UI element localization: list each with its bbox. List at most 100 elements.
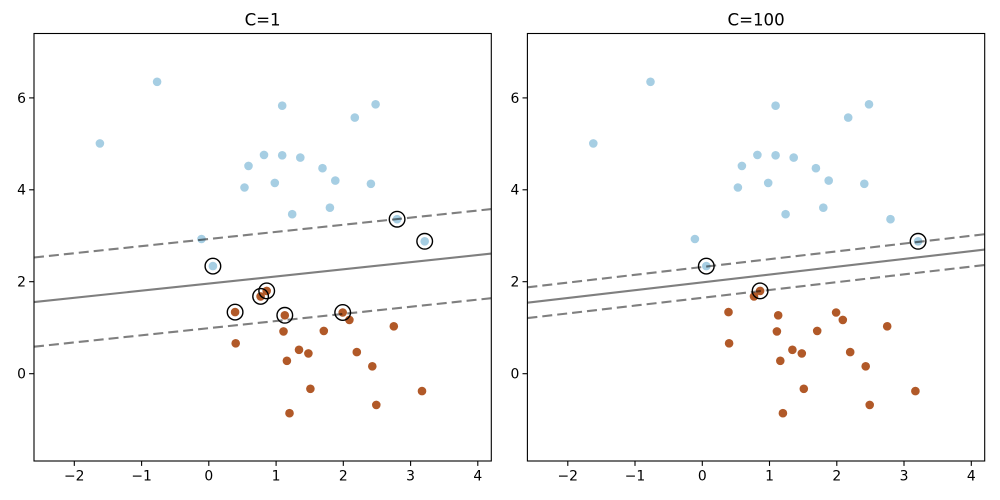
x-tick-label: 2	[832, 469, 841, 485]
data-point-class-0	[864, 100, 874, 109]
x-tick-label: 1	[765, 469, 774, 485]
data-point-class-1	[417, 386, 427, 396]
x-tick-label: −1	[625, 469, 645, 485]
data-point-class-1	[861, 362, 870, 371]
subplot-title-c100: C=100	[728, 11, 785, 30]
data-point-class-1	[368, 362, 377, 371]
data-point-class-0	[771, 101, 780, 110]
subplot-c1: −2 −1 0 1 2 3 4 0 2 4 6	[17, 32, 492, 485]
data-point-class-0	[824, 176, 833, 185]
data-point-class-0	[296, 153, 305, 162]
data-point-class-0	[318, 163, 327, 173]
data-point-class-1	[831, 308, 841, 317]
y-tick-label: 4	[17, 183, 26, 199]
data-point-class-1	[845, 347, 855, 357]
data-point-class-1	[788, 345, 797, 355]
data-point-class-0	[350, 113, 360, 122]
support-vector-ring	[416, 232, 434, 250]
data-point-class-1	[352, 347, 362, 357]
data-point-class-1	[812, 326, 822, 336]
data-point-class-0	[763, 178, 773, 188]
x-tick-label: 1	[272, 469, 281, 485]
data-point-class-0	[589, 139, 598, 148]
data-point-class-1	[838, 315, 848, 325]
support-vector-ring	[276, 306, 294, 324]
data-point-class-1	[724, 307, 733, 317]
x-tick-label: −1	[131, 469, 151, 485]
data-point-class-1	[282, 356, 292, 366]
data-point-class-1	[776, 356, 785, 366]
data-point-class-1	[304, 349, 313, 358]
y-tick-label: 6	[511, 91, 520, 107]
data-point-class-0	[270, 178, 280, 188]
support-vector-ring	[258, 282, 276, 300]
support-vector-ring	[334, 304, 352, 322]
data-point-class-1	[230, 307, 240, 317]
subplot-c100: −2 −1 0 1 2 3 4 0 2 4 6	[511, 32, 986, 485]
data-point-class-1	[294, 345, 304, 355]
axes-frame	[526, 32, 986, 462]
data-point-class-0	[420, 237, 430, 246]
data-point-class-0	[277, 101, 287, 110]
data-point-class-1	[797, 349, 807, 358]
data-point-class-1	[778, 408, 788, 418]
data-point-class-0	[366, 179, 376, 189]
support-vector-ring	[204, 257, 222, 275]
margin-line-upper	[527, 233, 985, 289]
data-point-class-0	[259, 150, 269, 160]
margin-line-lower	[33, 297, 492, 348]
data-point-class-1	[799, 384, 809, 394]
data-point-class-1	[279, 327, 288, 336]
axes-frame	[33, 32, 492, 462]
y-tick-label: 6	[17, 91, 26, 107]
data-point-class-0	[152, 77, 162, 87]
data-point-class-1	[773, 311, 783, 320]
margin-line-upper	[33, 208, 492, 259]
y-tick-label: 0	[17, 367, 26, 383]
x-tick-label: 0	[698, 469, 707, 485]
x-tick-label: 3	[406, 469, 415, 485]
data-point-class-1	[338, 308, 348, 317]
margin-line-lower	[527, 263, 985, 320]
data-point-class-0	[733, 183, 743, 192]
data-point-class-0	[843, 113, 853, 122]
data-point-class-1	[911, 386, 920, 396]
data-point-class-0	[886, 214, 895, 224]
support-vector-ring	[226, 303, 244, 321]
data-point-class-1	[865, 400, 874, 410]
data-point-class-0	[860, 179, 869, 189]
x-tick-label: 3	[900, 469, 909, 485]
data-point-class-1	[280, 311, 290, 320]
support-vector-ring	[697, 257, 715, 275]
support-vector-ring	[252, 287, 270, 305]
data-point-class-0	[95, 139, 105, 148]
data-point-class-0	[240, 183, 249, 192]
data-point-class-0	[771, 151, 780, 160]
x-tick-label: −2	[64, 469, 84, 485]
decision-boundary-line	[33, 252, 492, 304]
data-point-class-0	[690, 234, 700, 244]
data-point-class-1	[772, 327, 782, 336]
y-tick-label: 2	[17, 275, 26, 291]
data-point-class-0	[331, 176, 340, 185]
support-vector-ring	[909, 232, 927, 250]
data-point-class-0	[277, 151, 287, 160]
data-point-class-1	[231, 339, 240, 348]
x-tick-label: 4	[967, 469, 976, 485]
support-vector-ring	[751, 282, 769, 300]
data-point-class-0	[753, 150, 762, 160]
x-tick-label: 2	[339, 469, 348, 485]
data-point-class-0	[819, 203, 828, 212]
data-point-class-0	[325, 203, 335, 212]
data-point-class-1	[319, 326, 329, 336]
data-point-class-1	[345, 315, 354, 325]
support-vector-ring	[388, 210, 406, 228]
data-point-class-1	[389, 322, 399, 331]
data-point-class-0	[244, 161, 253, 171]
data-point-class-0	[811, 163, 821, 173]
data-point-class-0	[208, 261, 218, 271]
data-point-class-1	[882, 322, 892, 331]
data-point-class-1	[372, 400, 381, 410]
